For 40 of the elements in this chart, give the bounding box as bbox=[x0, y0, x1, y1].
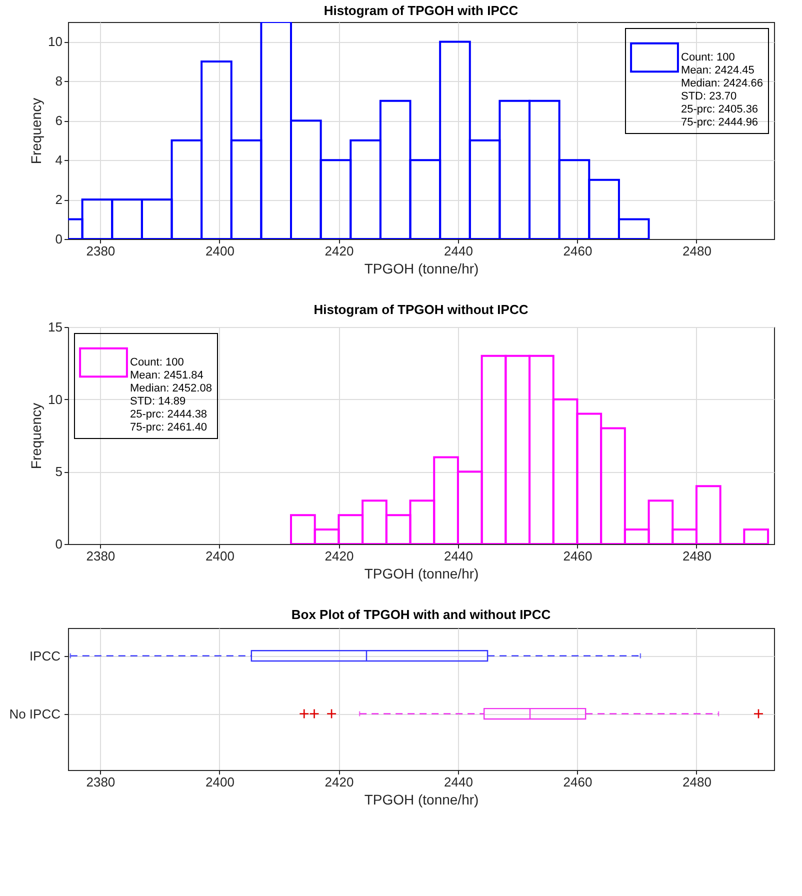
y-tick-label: 0 bbox=[55, 536, 62, 552]
x-tick-label: 2400 bbox=[205, 548, 234, 564]
x-tick-label: 2480 bbox=[682, 548, 712, 564]
y-axis-title: Frequency bbox=[28, 98, 44, 164]
y-tick-label: 5 bbox=[55, 464, 62, 480]
y-tick-label: IPCC bbox=[29, 648, 60, 664]
y-tick-label: 8 bbox=[55, 74, 62, 89]
x-tick-label: 2400 bbox=[205, 244, 234, 258]
x-tick-label: 2480 bbox=[682, 774, 712, 790]
chart-title: Histogram of TPGOH without IPCC bbox=[314, 302, 529, 317]
x-tick-label: 2480 bbox=[682, 244, 712, 258]
x-tick-label: 2420 bbox=[324, 548, 354, 564]
text: Count: 100 Mean: 2424.45 Median: 2424.66 STD: 23.70 25-prc: 2405.36 75-prc: 2444.96 bbox=[681, 52, 763, 128]
x-tick-label: 2400 bbox=[205, 774, 234, 790]
y-tick-label: 10 bbox=[48, 392, 62, 407]
y-tick-label: 10 bbox=[48, 34, 62, 50]
y-tick-label: 2 bbox=[55, 192, 62, 208]
x-tick-label: 2460 bbox=[563, 548, 592, 564]
y-tick-label: 6 bbox=[55, 113, 62, 128]
y-axis-title: Frequency bbox=[28, 402, 44, 470]
text: Count: 100 Mean: 2451.84 Median: 2452.08 STD: 14.89 25-prc: 2444.38 75-prc: 2461.40 bbox=[130, 356, 212, 434]
x-axis-title: TPGOH (tonne/hr) bbox=[364, 792, 479, 808]
x-tick-label: 2460 bbox=[563, 774, 592, 790]
y-tick-label: 15 bbox=[48, 320, 62, 334]
y-tick-label: No IPCC bbox=[9, 706, 60, 722]
y-tick-label: 4 bbox=[55, 152, 62, 168]
x-tick-label: 2440 bbox=[444, 244, 473, 258]
x-axis-title: TPGOH (tonne/hr) bbox=[364, 566, 479, 582]
x-axis-title: TPGOH (tonne/hr) bbox=[364, 260, 479, 276]
x-tick-label: 2440 bbox=[444, 774, 473, 790]
x-tick-label: 2380 bbox=[86, 244, 116, 258]
x-tick-label: 2380 bbox=[86, 774, 116, 790]
x-tick-label: 2460 bbox=[563, 244, 592, 258]
x-tick-label: 2440 bbox=[444, 548, 473, 564]
chart-title: Histogram of TPGOH with IPCC bbox=[324, 3, 519, 18]
x-tick-label: 2420 bbox=[324, 244, 354, 258]
x-tick-label: 2380 bbox=[86, 548, 116, 564]
x-tick-label: 2420 bbox=[324, 774, 354, 790]
y-tick-label: 0 bbox=[55, 232, 62, 246]
chart-title: Box Plot of TPGOH with and without IPCC bbox=[291, 607, 552, 622]
